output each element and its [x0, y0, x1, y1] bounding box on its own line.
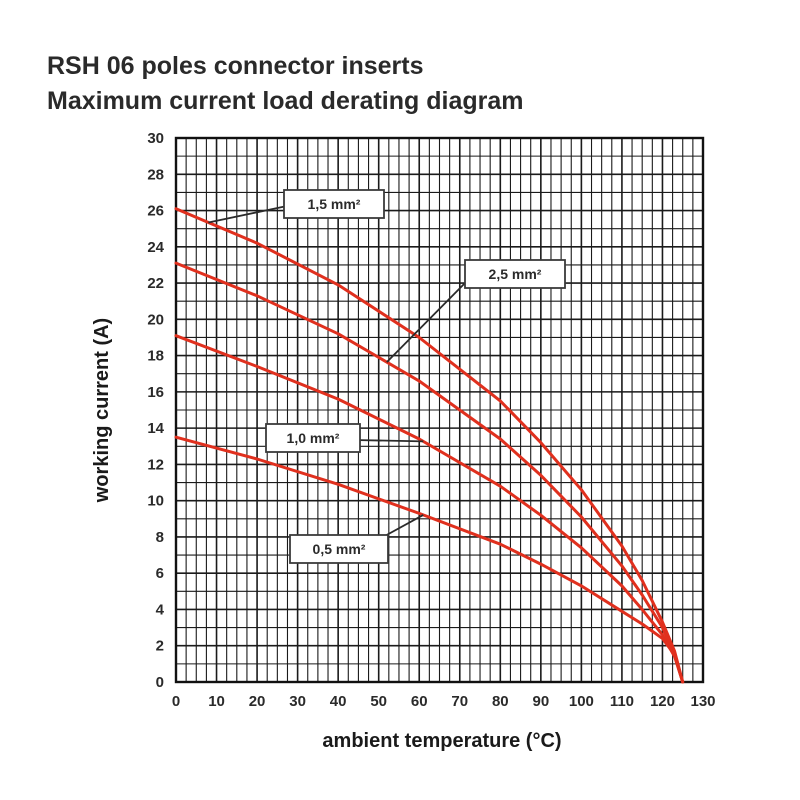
chart-subtitle: Maximum current load derating diagram — [47, 87, 524, 115]
x-tick-label: 130 — [690, 693, 715, 710]
series-callouts: 1,5 mm² 2,5 mm² 1,0 mm² 0,5 mm² — [208, 189, 566, 564]
x-tick-label: 50 — [370, 693, 387, 710]
x-tick-label: 120 — [650, 693, 675, 710]
callout-box — [283, 189, 385, 219]
series-line — [174, 435, 685, 684]
y-tick-label: 28 — [147, 166, 164, 183]
callout-box — [289, 534, 389, 564]
x-tick-label: 30 — [289, 693, 306, 710]
series-line — [174, 207, 685, 684]
y-tick-label: 26 — [147, 203, 164, 220]
x-tick-label: 20 — [249, 693, 266, 710]
callout-leader — [382, 514, 424, 538]
y-tick-label: 6 — [156, 565, 164, 582]
x-tick-labels: 0 10 20 30 40 50 60 70 80 90 100 110 120 130 — [172, 693, 716, 710]
x-tick-label: 110 — [610, 693, 634, 710]
series-line — [174, 334, 685, 684]
y-tick-label: 20 — [147, 311, 164, 328]
series-label: 1,0 mm² — [287, 430, 340, 446]
x-tick-label: 10 — [208, 693, 225, 710]
y-tick-label: 14 — [147, 420, 164, 437]
callout-leader — [208, 205, 288, 224]
grid — [174, 136, 705, 684]
x-tick-label: 90 — [533, 693, 550, 710]
y-tick-label: 0 — [156, 674, 164, 691]
y-tick-label: 22 — [147, 275, 164, 292]
series-label: 2,5 mm² — [489, 266, 542, 282]
x-tick-label: 40 — [330, 693, 347, 710]
series-line — [174, 261, 685, 684]
x-axis-label: ambient temperature (°C) — [322, 730, 561, 752]
x-tick-label: 0 — [172, 693, 180, 710]
y-tick-label: 8 — [156, 529, 164, 546]
callout-box — [265, 423, 361, 453]
plot-frame — [174, 136, 705, 684]
y-tick-label: 24 — [147, 239, 164, 256]
y-axis-label: working current (A) — [91, 318, 113, 503]
x-tick-label: 100 — [569, 693, 594, 710]
series-lines — [174, 207, 685, 684]
y-tick-label: 12 — [147, 456, 164, 473]
callout-leader — [386, 279, 469, 363]
x-tick-label: 70 — [451, 693, 468, 710]
y-tick-label: 30 — [147, 130, 164, 147]
series-label: 0,5 mm² — [313, 541, 366, 557]
y-tick-label: 4 — [156, 601, 165, 618]
callout-leader — [353, 439, 424, 443]
y-tick-label: 2 — [156, 638, 164, 655]
chart-title: RSH 06 poles connector inserts — [47, 52, 424, 80]
callout-box — [464, 259, 566, 289]
y-tick-label: 18 — [147, 348, 164, 365]
x-tick-label: 60 — [411, 693, 428, 710]
series-label: 1,5 mm² — [308, 196, 361, 212]
x-tick-label: 80 — [492, 693, 509, 710]
y-tick-label: 16 — [147, 384, 164, 401]
y-tick-label: 10 — [147, 493, 164, 510]
